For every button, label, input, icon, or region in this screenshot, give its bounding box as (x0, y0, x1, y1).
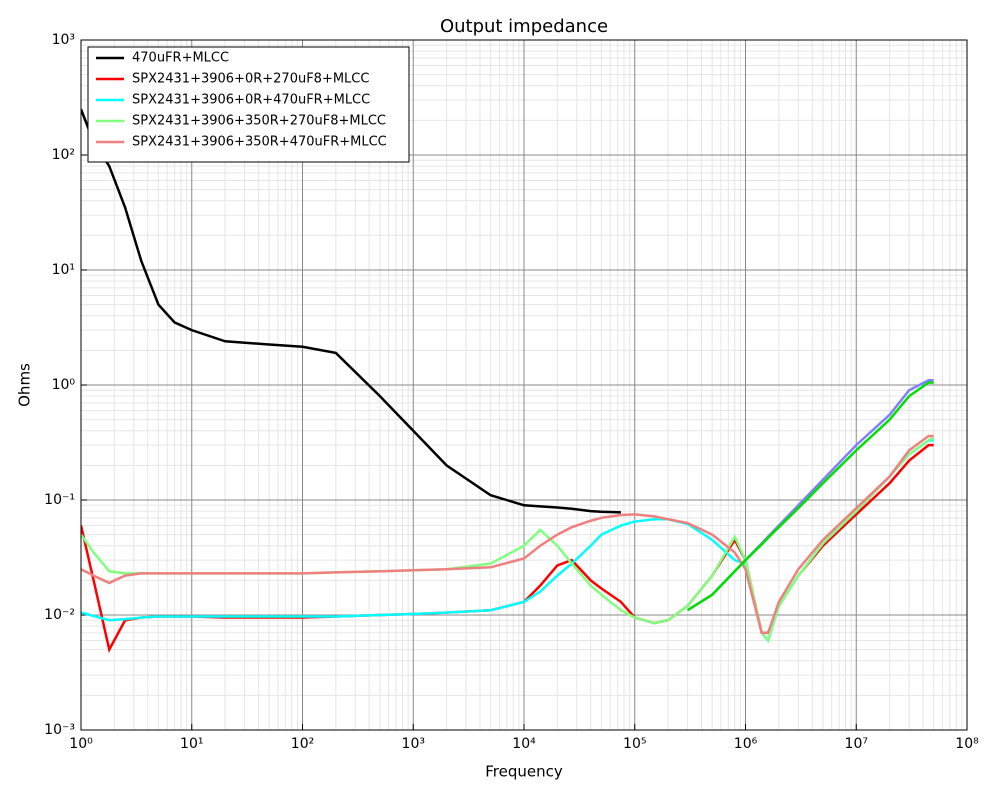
x-tick-label: 10³ (402, 736, 425, 752)
legend-label: 470uFR+MLCC (132, 51, 229, 66)
chart-title: Output impedance (440, 16, 608, 37)
x-axis-label: Frequency (485, 763, 563, 781)
legend-label: SPX2431+3906+350R+470uFR+MLCC (132, 135, 387, 150)
series-line (81, 108, 621, 514)
y-axis-label: Ohms (16, 363, 34, 407)
x-tick-label: 10⁵ (623, 736, 646, 752)
y-tick-label: 10⁰ (52, 377, 76, 393)
x-tick-label: 10⁶ (734, 736, 758, 752)
plot-frame (80, 39, 968, 731)
x-tick-label: 10⁸ (955, 736, 979, 752)
y-tick-label: 10³ (52, 32, 75, 48)
x-tick-label: 10¹ (180, 736, 203, 752)
series-line (81, 434, 934, 635)
legend-label: SPX2431+3906+0R+470uFR+MLCC (132, 93, 370, 108)
y-tick-label: 10⁻¹ (44, 492, 75, 508)
y-tick-label: 10⁻³ (44, 722, 75, 738)
legend-box (87, 46, 410, 163)
y-tick-label: 10¹ (52, 262, 75, 278)
legend-label: SPX2431+3906+350R+270uF8+MLCC (132, 114, 386, 129)
x-tick-label: 10⁷ (845, 736, 868, 752)
legend-label: SPX2431+3906+0R+270uF8+MLCC (132, 72, 369, 87)
x-tick-label: 10⁴ (512, 736, 536, 752)
series-line (686, 381, 934, 612)
x-tick-label: 10⁰ (69, 736, 93, 752)
y-tick-label: 10⁻² (44, 607, 75, 623)
y-tick-label: 10² (52, 147, 75, 163)
x-tick-label: 10² (291, 736, 314, 752)
